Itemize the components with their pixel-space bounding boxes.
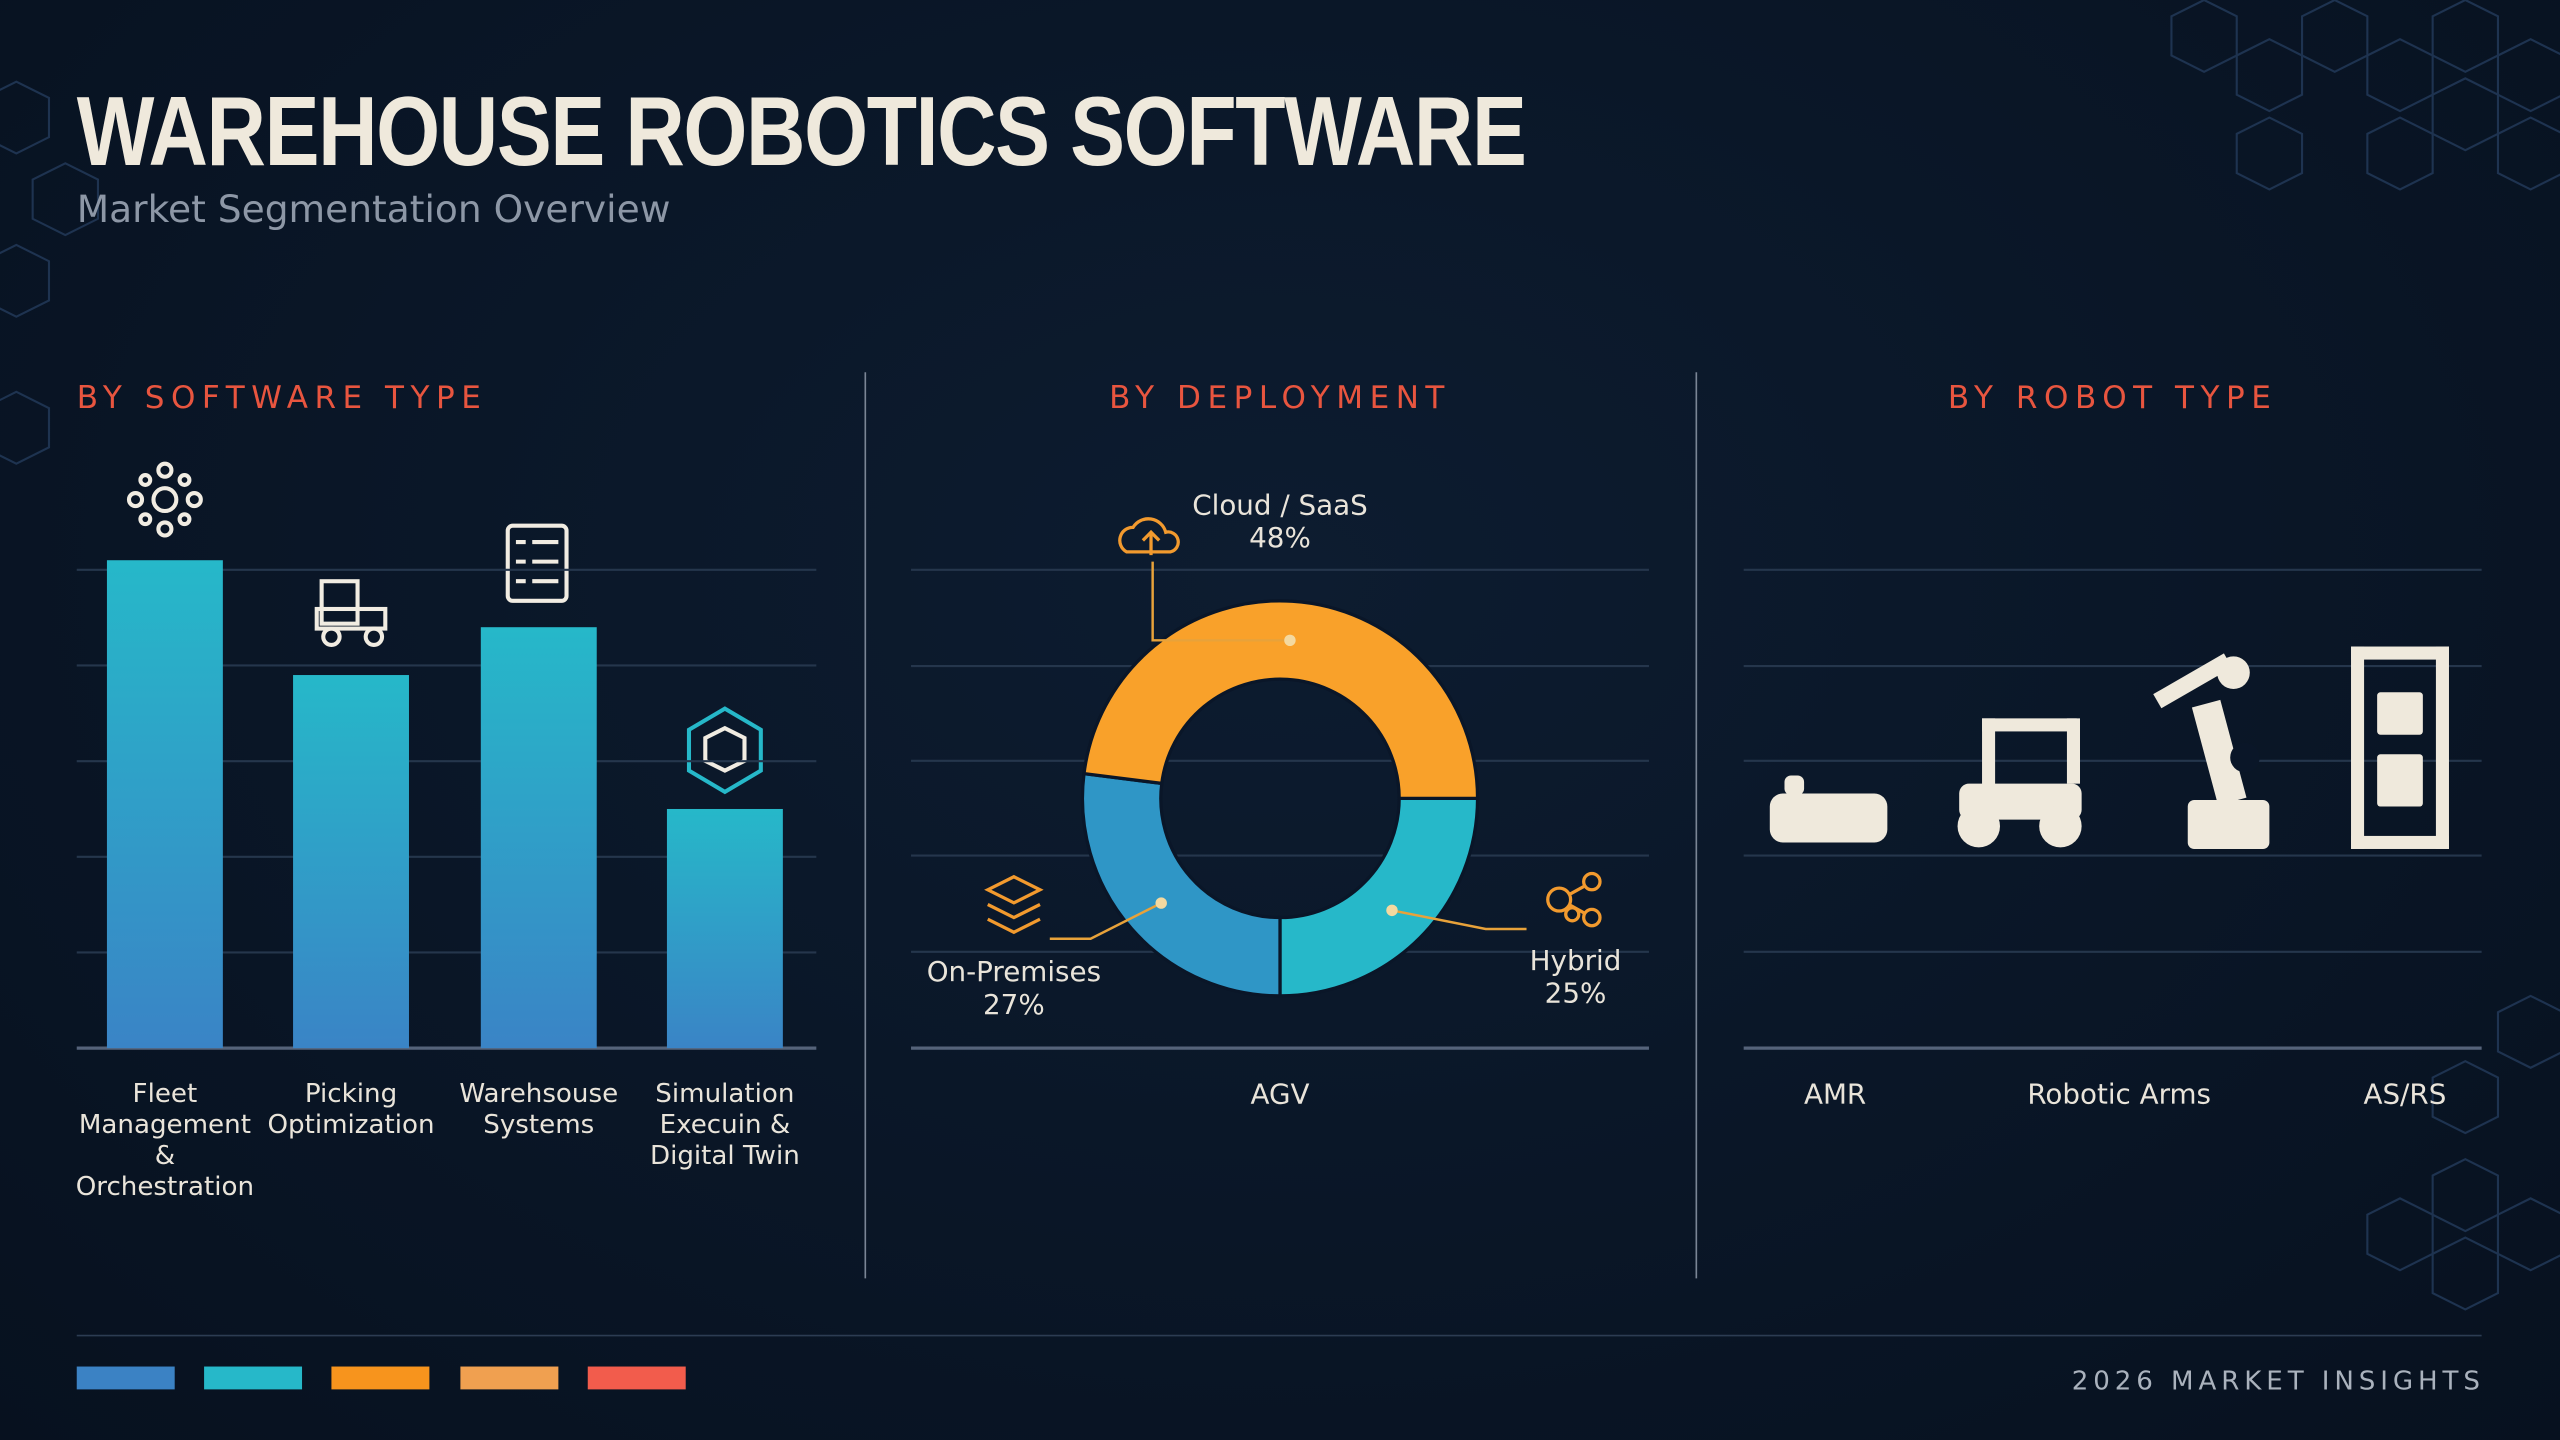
slice-value-label: 27% bbox=[983, 989, 1045, 1023]
leader-dot bbox=[1386, 904, 1398, 917]
panel-gridlines bbox=[911, 568, 2482, 1050]
bar bbox=[666, 808, 783, 1049]
slice-label: Cloud / SaaS bbox=[1192, 489, 1368, 523]
category-label: Robotic Arms bbox=[2027, 1079, 2212, 1112]
hex-decoration bbox=[0, 0, 2560, 1311]
bar bbox=[480, 627, 597, 1049]
category-label: Simulation Execuin & Digital Twin bbox=[649, 1077, 800, 1171]
section-title: BY ROBOT TYPE bbox=[1947, 380, 2278, 417]
slice-value-label: 25% bbox=[1544, 977, 1607, 1011]
category-label: Picking Optimization bbox=[267, 1077, 435, 1140]
leader-line bbox=[1151, 561, 1290, 642]
robot-icons bbox=[1769, 646, 2449, 849]
bar bbox=[106, 560, 223, 1049]
dividers bbox=[76, 372, 2482, 1337]
slice-label: On-Premises bbox=[926, 956, 1102, 990]
category-label: Fleet Management & Orchestration bbox=[75, 1077, 255, 1202]
legend-swatches bbox=[76, 1366, 686, 1390]
donut-slice bbox=[1278, 796, 1480, 998]
section-title: BY DEPLOYMENT bbox=[1109, 380, 1451, 417]
leader-dot bbox=[1284, 634, 1296, 647]
leader-line bbox=[1049, 902, 1162, 940]
category-label: AS/RS bbox=[2363, 1079, 2447, 1112]
donut-slice bbox=[1082, 599, 1480, 800]
subtitle: Market Segmentation Overview bbox=[76, 189, 671, 232]
category-label: Warehsouse Systems bbox=[459, 1077, 619, 1140]
donut-icons bbox=[984, 517, 1602, 935]
footer: 2026 MARKET INSIGHTS bbox=[2071, 1364, 2485, 1396]
leader-dot bbox=[1155, 897, 1167, 909]
title: WAREHOUSE ROBOTICS SOFTWARE bbox=[76, 76, 1527, 187]
category-label: AMR bbox=[1803, 1079, 1867, 1112]
donut-slice bbox=[1080, 771, 1282, 998]
slice-label: Hybrid bbox=[1529, 945, 1622, 978]
leader-line bbox=[1391, 909, 1527, 931]
x-axis-label: AGV bbox=[1250, 1079, 1310, 1112]
bar bbox=[293, 675, 409, 1049]
bar-icons bbox=[126, 461, 763, 795]
slice-value-label: 48% bbox=[1249, 522, 1311, 556]
section-title: BY SOFTWARE TYPE bbox=[76, 380, 488, 417]
